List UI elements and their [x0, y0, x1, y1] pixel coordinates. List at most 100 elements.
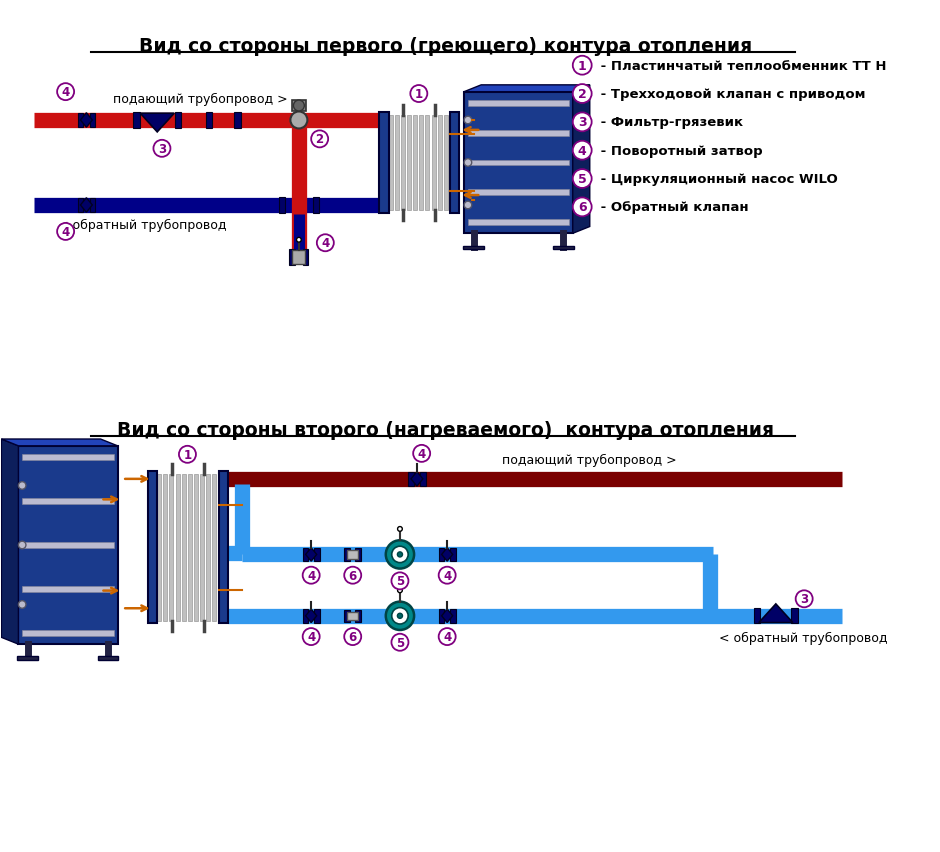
Bar	[439, 609, 445, 623]
Bar	[290, 250, 295, 266]
Bar	[407, 116, 411, 210]
Circle shape	[19, 542, 26, 549]
Bar	[754, 608, 760, 624]
Circle shape	[290, 112, 307, 130]
Circle shape	[344, 567, 361, 584]
Circle shape	[57, 224, 74, 240]
Circle shape	[572, 141, 591, 160]
Text: подающий трубопровод >: подающий трубопровод >	[502, 453, 677, 466]
Text: 2: 2	[316, 133, 323, 147]
Bar	[468, 130, 569, 136]
Bar	[468, 220, 569, 226]
Text: 3: 3	[800, 593, 808, 606]
Polygon shape	[306, 609, 317, 623]
Polygon shape	[306, 548, 317, 561]
Bar	[419, 116, 423, 210]
Bar	[344, 610, 350, 622]
Bar	[344, 549, 350, 561]
Circle shape	[572, 113, 591, 132]
Bar	[303, 609, 308, 623]
Circle shape	[572, 199, 591, 217]
Bar	[164, 475, 167, 621]
Text: 4: 4	[417, 447, 426, 460]
Circle shape	[464, 117, 472, 124]
Circle shape	[392, 607, 408, 625]
Bar	[438, 116, 442, 210]
Polygon shape	[1, 440, 19, 644]
Bar	[450, 113, 460, 213]
Bar	[463, 246, 484, 250]
Circle shape	[414, 446, 431, 463]
Bar	[414, 116, 417, 210]
Circle shape	[464, 159, 472, 167]
Bar	[313, 199, 320, 213]
Bar	[400, 116, 405, 210]
Bar	[468, 101, 569, 106]
Bar	[194, 475, 198, 621]
Bar	[303, 548, 308, 561]
Bar	[347, 612, 358, 620]
Text: 1: 1	[183, 448, 192, 461]
Polygon shape	[1, 440, 118, 446]
Bar	[426, 116, 430, 210]
Polygon shape	[411, 472, 423, 486]
Text: - Фильтр-грязевик: - Фильтр-грязевик	[596, 116, 744, 130]
Circle shape	[398, 613, 402, 619]
Polygon shape	[140, 114, 174, 133]
Polygon shape	[81, 199, 92, 213]
Circle shape	[439, 628, 456, 645]
Text: 4: 4	[307, 630, 315, 643]
Bar	[314, 548, 320, 561]
Circle shape	[385, 602, 415, 630]
Circle shape	[296, 238, 301, 243]
Bar	[219, 472, 228, 624]
Circle shape	[153, 141, 170, 158]
Bar	[450, 609, 456, 623]
Text: 6: 6	[349, 630, 357, 643]
Bar	[450, 548, 456, 561]
Bar	[464, 93, 572, 234]
Circle shape	[392, 546, 408, 563]
Bar	[314, 609, 320, 623]
Bar	[207, 475, 211, 621]
Circle shape	[179, 446, 196, 463]
Circle shape	[464, 202, 472, 210]
Text: 5: 5	[396, 636, 404, 649]
Circle shape	[344, 628, 361, 645]
Text: 4: 4	[61, 86, 70, 99]
Bar	[468, 160, 569, 166]
Text: 1: 1	[415, 88, 423, 101]
Circle shape	[398, 588, 402, 593]
Bar	[379, 113, 388, 213]
Text: - Поворотный затвор: - Поворотный затвор	[596, 145, 763, 158]
Text: 3: 3	[578, 116, 587, 130]
Bar	[278, 199, 285, 213]
Polygon shape	[759, 604, 792, 623]
Bar	[148, 472, 157, 624]
Bar	[18, 657, 39, 660]
Bar	[169, 475, 174, 621]
Bar	[175, 113, 181, 129]
Circle shape	[293, 101, 305, 112]
Text: < обратный трубопровод: < обратный трубопровод	[58, 219, 227, 232]
Bar	[791, 608, 798, 624]
Text: 5: 5	[578, 173, 587, 186]
Text: 4: 4	[443, 569, 451, 582]
Text: 4: 4	[307, 569, 315, 582]
Bar	[212, 475, 216, 621]
Text: - Пластинчатый теплообменник ТТ Н: - Пластинчатый теплообменник ТТ Н	[596, 60, 886, 72]
Polygon shape	[81, 113, 92, 128]
Bar	[23, 630, 114, 636]
Circle shape	[311, 131, 328, 148]
Bar	[206, 113, 212, 129]
Bar	[431, 116, 435, 210]
Text: 5: 5	[396, 575, 404, 588]
Circle shape	[303, 628, 320, 645]
Bar	[355, 610, 361, 622]
Circle shape	[19, 482, 26, 490]
Bar	[181, 475, 186, 621]
Circle shape	[572, 57, 591, 76]
Bar	[292, 251, 306, 264]
Bar	[303, 250, 308, 266]
Circle shape	[317, 235, 334, 252]
